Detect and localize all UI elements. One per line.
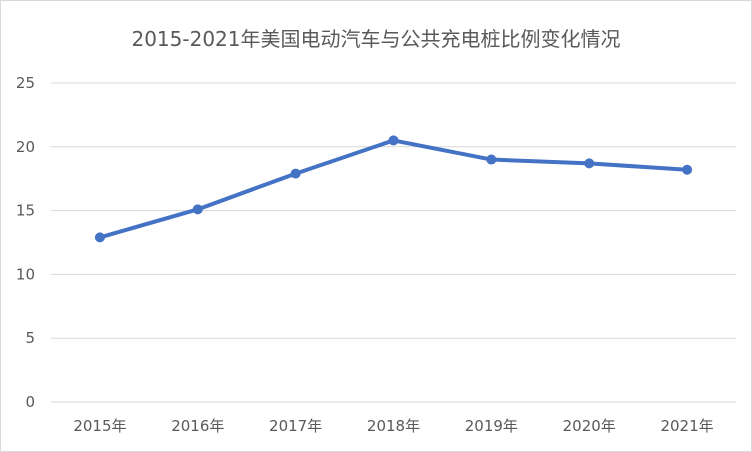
y-tick-label: 0	[25, 393, 35, 411]
data-point	[290, 168, 301, 179]
data-point	[682, 164, 693, 175]
series-line	[97, 138, 690, 240]
y-tick-label: 15	[16, 202, 35, 220]
x-tick-label: 2016年	[171, 417, 224, 435]
data-point	[94, 232, 105, 243]
data-point	[584, 158, 595, 169]
x-tick-label: 2019年	[465, 417, 518, 435]
y-tick-label: 10	[16, 265, 35, 283]
chart-title: 2015-2021年美国电动汽车与公共充电桩比例变化情况	[131, 27, 621, 51]
data-point	[486, 154, 497, 165]
y-tick-label: 25	[16, 74, 35, 92]
x-tick-label: 2017年	[269, 417, 322, 435]
y-tick-label: 20	[16, 138, 35, 156]
x-tick-label: 2020年	[563, 417, 616, 435]
x-tick-label: 2021年	[660, 417, 713, 435]
x-tick-label: 2018年	[367, 417, 420, 435]
data-point	[388, 135, 399, 146]
data-point	[192, 204, 203, 215]
x-tick-label: 2015年	[73, 417, 126, 435]
y-tick-label: 5	[25, 329, 35, 347]
